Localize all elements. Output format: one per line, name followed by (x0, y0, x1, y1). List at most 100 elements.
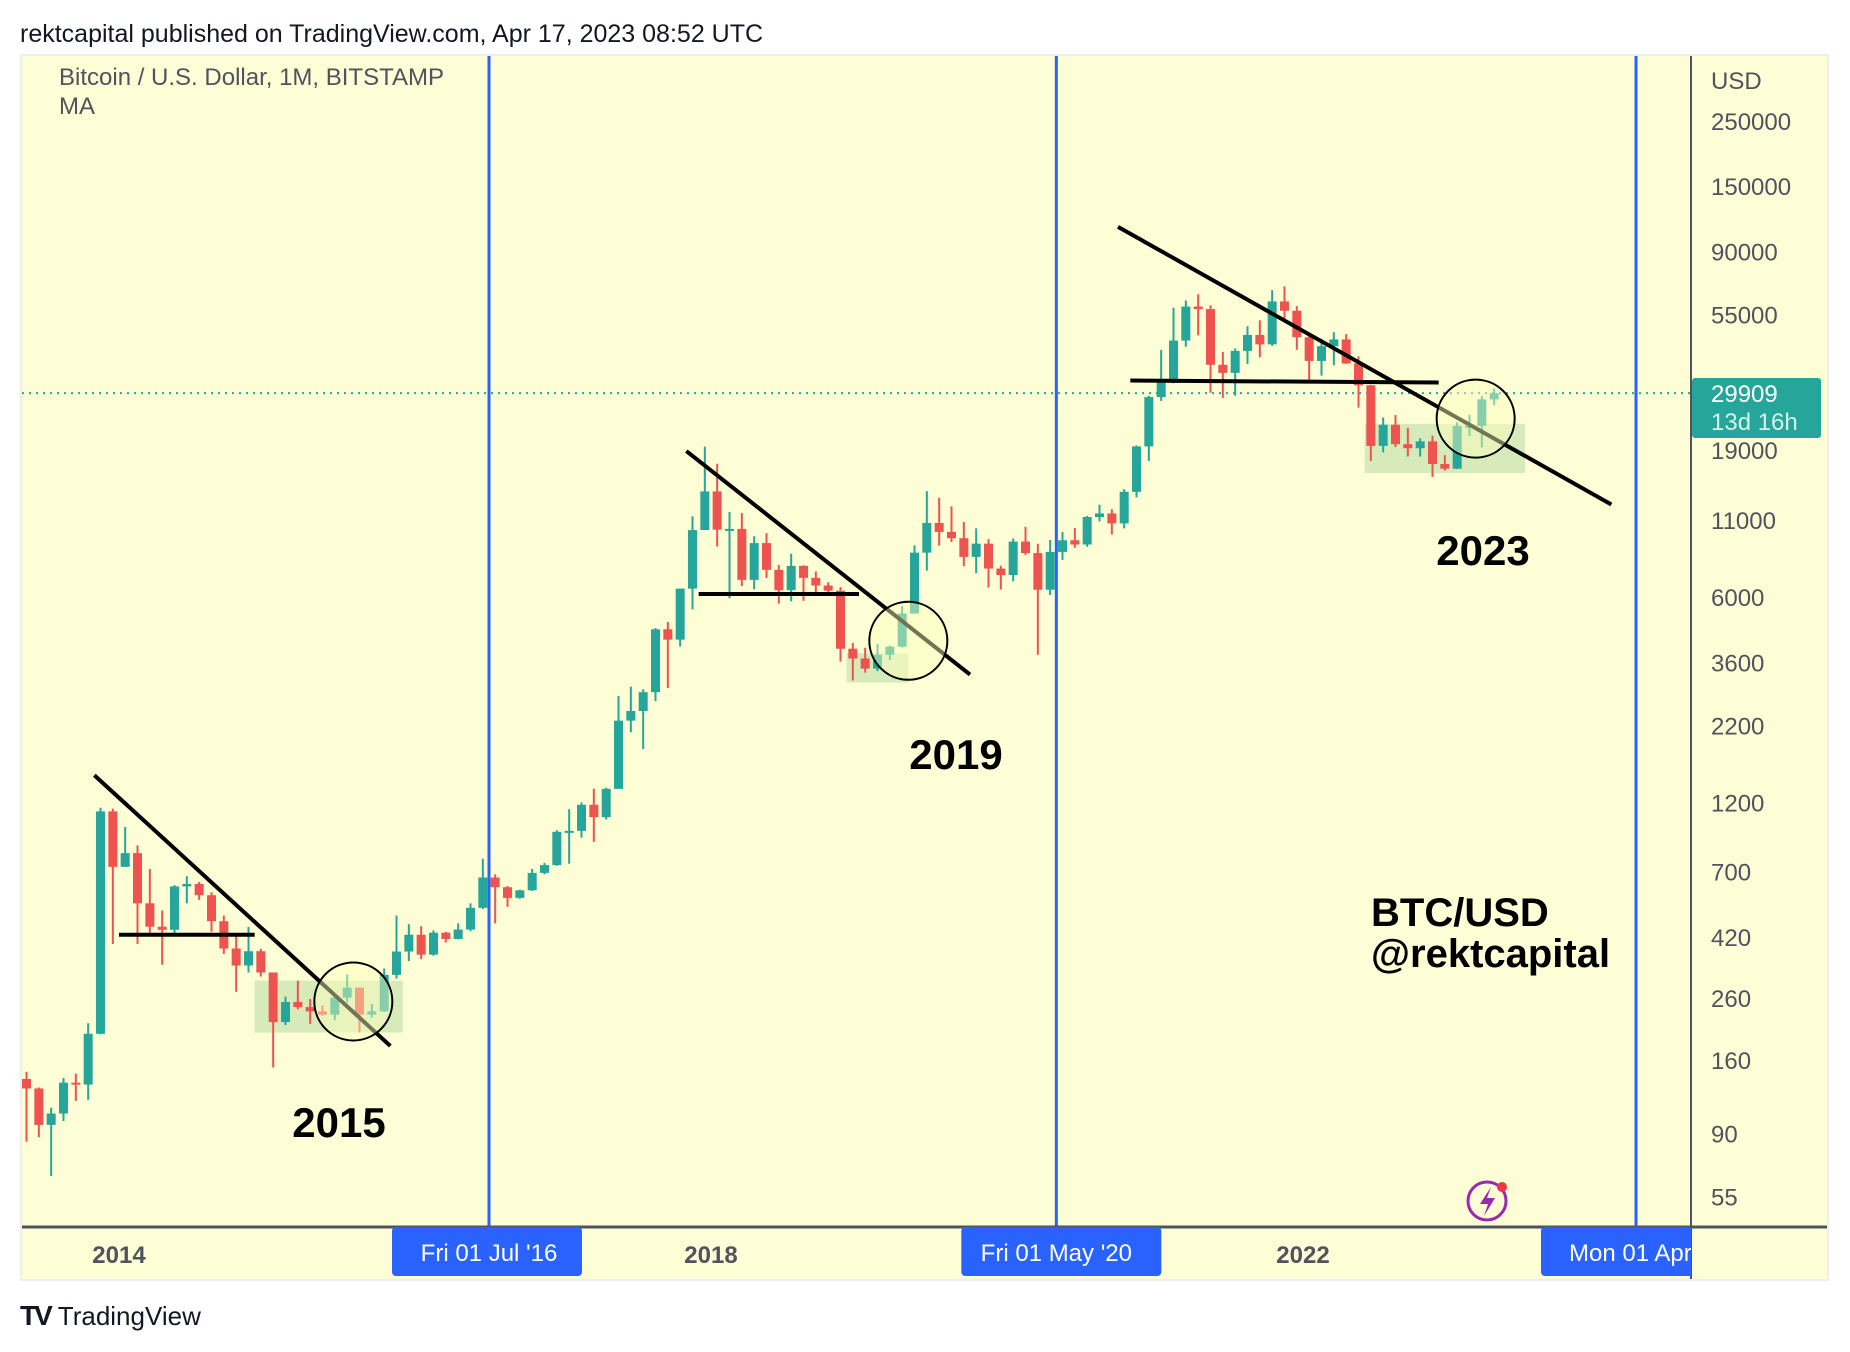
candle[interactable] (688, 516, 697, 610)
candle[interactable] (268, 972, 278, 1068)
candle[interactable] (1132, 445, 1141, 498)
candle[interactable] (601, 787, 611, 820)
candle[interactable] (1489, 388, 1499, 406)
candle[interactable] (1070, 527, 1080, 548)
candle[interactable] (1218, 351, 1228, 398)
lightning-icon[interactable] (1466, 1180, 1508, 1222)
candle[interactable] (1255, 320, 1265, 358)
candle[interactable] (1144, 395, 1154, 462)
candle[interactable] (305, 998, 315, 1024)
candle[interactable] (404, 924, 414, 962)
candle[interactable] (367, 1004, 377, 1018)
candle[interactable] (46, 1107, 56, 1176)
trendline[interactable] (1117, 225, 1613, 507)
candle[interactable] (1206, 305, 1215, 393)
candle[interactable] (416, 926, 426, 960)
candle[interactable] (503, 885, 512, 907)
candle[interactable] (860, 647, 870, 673)
candle[interactable] (1169, 307, 1178, 384)
candle[interactable] (1008, 538, 1018, 582)
trendline[interactable] (92, 773, 392, 1048)
candle[interactable] (1095, 504, 1104, 522)
candle[interactable] (355, 987, 364, 1033)
candle[interactable] (108, 808, 118, 944)
candle[interactable] (540, 862, 549, 875)
candle[interactable] (1280, 286, 1289, 320)
candle[interactable] (1452, 422, 1462, 470)
candle[interactable] (1477, 396, 1487, 448)
candle[interactable] (1415, 438, 1425, 457)
candle[interactable] (564, 809, 574, 864)
candle[interactable] (959, 521, 969, 567)
candle[interactable] (466, 903, 475, 932)
candle[interactable] (207, 892, 216, 932)
candle[interactable] (490, 874, 500, 924)
candle[interactable] (1058, 532, 1067, 560)
candle[interactable] (984, 539, 993, 588)
candle[interactable] (281, 996, 290, 1026)
candle[interactable] (515, 889, 525, 899)
candle[interactable] (527, 868, 537, 891)
candle[interactable] (34, 1087, 44, 1138)
candle[interactable] (663, 622, 673, 689)
candle[interactable] (1021, 526, 1030, 555)
marker-date-badge[interactable]: Fri 01 Jul '16 (392, 1227, 582, 1276)
breakout-circle[interactable] (1435, 378, 1516, 459)
footer-brand[interactable]: TV TradingView (20, 1300, 201, 1332)
candle[interactable] (885, 645, 895, 660)
candle[interactable] (453, 923, 463, 940)
candle[interactable] (1243, 326, 1252, 364)
candle[interactable] (293, 980, 303, 1010)
candle[interactable] (934, 497, 944, 546)
candle[interactable] (1403, 427, 1413, 457)
candle[interactable] (811, 571, 821, 597)
indicator-label[interactable]: MA (59, 93, 95, 120)
candle[interactable] (392, 915, 401, 979)
candle[interactable] (478, 858, 488, 910)
candle[interactable] (145, 868, 155, 935)
candle[interactable] (897, 606, 907, 648)
candle[interactable] (873, 643, 882, 672)
candle[interactable] (762, 533, 771, 578)
candle[interactable] (675, 588, 685, 647)
candle[interactable] (71, 1073, 81, 1101)
candle[interactable] (947, 506, 956, 542)
candle[interactable] (1267, 290, 1277, 346)
candle[interactable] (1045, 539, 1055, 596)
candle[interactable] (1107, 509, 1117, 535)
candle[interactable] (836, 587, 845, 662)
candle[interactable] (1181, 300, 1191, 347)
candle[interactable] (1341, 334, 1351, 364)
candle[interactable] (1156, 349, 1166, 401)
candle[interactable] (59, 1078, 68, 1121)
candle[interactable] (1119, 489, 1129, 529)
candle[interactable] (1193, 294, 1203, 336)
candle[interactable] (96, 807, 105, 1035)
candle[interactable] (1378, 417, 1388, 453)
support-line[interactable] (1130, 378, 1439, 385)
candle[interactable] (83, 1023, 93, 1100)
candle[interactable] (1391, 414, 1400, 448)
candle[interactable] (749, 536, 759, 590)
candle[interactable] (1428, 435, 1437, 478)
breakout-circle[interactable] (313, 961, 394, 1042)
candle[interactable] (700, 446, 710, 531)
candle[interactable] (231, 936, 241, 992)
candle[interactable] (774, 565, 784, 604)
candle[interactable] (577, 802, 586, 838)
candle[interactable] (182, 876, 192, 904)
candle[interactable] (638, 689, 648, 750)
candle[interactable] (996, 565, 1006, 590)
candle[interactable] (589, 788, 599, 842)
candle[interactable] (429, 930, 438, 956)
candle[interactable] (614, 695, 623, 789)
candle[interactable] (1033, 543, 1043, 655)
candle[interactable] (725, 511, 734, 599)
candle[interactable] (342, 974, 352, 1003)
candle[interactable] (971, 528, 981, 574)
candle[interactable] (194, 881, 204, 900)
candle[interactable] (120, 826, 130, 867)
marker-date-badge[interactable]: Mon 01 Apr ' (1541, 1227, 1731, 1276)
candle[interactable] (256, 948, 266, 977)
